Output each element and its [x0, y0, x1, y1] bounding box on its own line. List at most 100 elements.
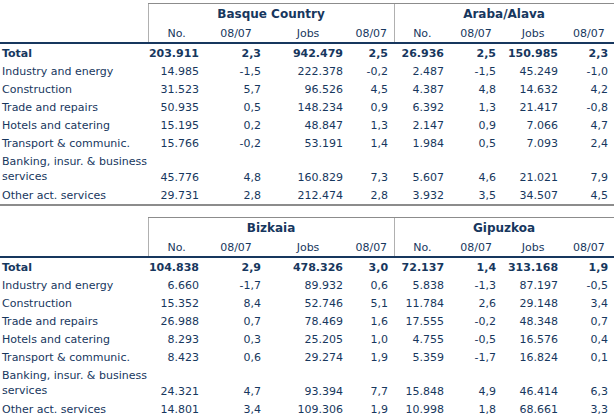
table-row: Total203.9112,3942.4792,526.9362,5150.98…: [0, 43, 614, 62]
value-cell: 3,3: [564, 400, 614, 414]
row-label: Banking, insur. & business services: [0, 152, 148, 186]
table-bizkaia-gipuzkoa: Bizkaia Gipuzkoa No. 08/07 Jobs 08/07 No…: [0, 217, 614, 414]
value-cell: 50.935: [148, 98, 205, 116]
value-cell: -1,5: [205, 62, 267, 80]
value-cell: -1,5: [450, 62, 502, 80]
value-cell: 3,5: [450, 186, 502, 205]
value-cell: 2,5: [349, 43, 394, 62]
value-cell: 4,8: [205, 152, 267, 186]
value-cell: 4,7: [205, 366, 267, 400]
value-cell: 29.148: [502, 294, 564, 312]
value-cell: 4,6: [450, 152, 502, 186]
value-cell: 14.632: [502, 80, 564, 98]
value-cell: 8.423: [148, 348, 205, 366]
value-cell: 0,6: [349, 276, 394, 294]
value-cell: 7.066: [502, 116, 564, 134]
value-cell: 2,6: [450, 294, 502, 312]
table-row: Transport & communic.15.766-0,253.1911,4…: [0, 134, 614, 152]
col-header-no: No.: [148, 238, 205, 257]
col-header-no: No.: [394, 24, 450, 43]
table-row: Hotels and catering8.2930,325.2051,04.75…: [0, 330, 614, 348]
col-header-no-change: 08/07: [450, 238, 502, 257]
col-header-no: No.: [148, 24, 205, 43]
value-cell: 2,3: [564, 43, 614, 62]
group-header-bizkaia: Bizkaia: [148, 218, 394, 239]
value-cell: 1.984: [394, 134, 450, 152]
value-cell: 203.911: [148, 43, 205, 62]
table-row: Hotels and catering15.1950,248.8471,32.1…: [0, 116, 614, 134]
value-cell: 148.234: [267, 98, 349, 116]
value-cell: 2,9: [205, 257, 267, 276]
value-cell: 89.932: [267, 276, 349, 294]
value-cell: 1,6: [349, 312, 394, 330]
value-cell: 15.766: [148, 134, 205, 152]
value-cell: 78.469: [267, 312, 349, 330]
row-label: Industry and energy: [0, 276, 148, 294]
row-label: Trade and repairs: [0, 312, 148, 330]
value-cell: 1,4: [349, 134, 394, 152]
value-cell: 104.838: [148, 257, 205, 276]
table-row: Industry and energy6.660-1,789.9320,65.8…: [0, 276, 614, 294]
col-header-no-change: 08/07: [450, 24, 502, 43]
value-cell: 15.848: [394, 366, 450, 400]
value-cell: 8.293: [148, 330, 205, 348]
value-cell: 3.932: [394, 186, 450, 205]
value-cell: 17.555: [394, 312, 450, 330]
value-cell: -0,2: [205, 134, 267, 152]
value-cell: 109.306: [267, 400, 349, 414]
col-header-jobs-change: 08/07: [564, 238, 614, 257]
group-header-row: Bizkaia Gipuzkoa: [0, 218, 614, 239]
value-cell: 5.607: [394, 152, 450, 186]
value-cell: 53.191: [267, 134, 349, 152]
row-label: Trade and repairs: [0, 98, 148, 116]
value-cell: 2,3: [205, 43, 267, 62]
row-label: Hotels and catering: [0, 116, 148, 134]
row-label: Total: [0, 257, 148, 276]
row-label: Transport & communic.: [0, 348, 148, 366]
table-row: Banking, insur. & business services45.77…: [0, 152, 614, 186]
value-cell: 0,9: [450, 116, 502, 134]
value-cell: -0,5: [564, 276, 614, 294]
row-label: Other act. services: [0, 400, 148, 414]
value-cell: 222.378: [267, 62, 349, 80]
table-basque-country-araba: Basque Country Araba/Alava No. 08/07 Job…: [0, 3, 614, 206]
value-cell: 0,5: [205, 98, 267, 116]
value-cell: 3,4: [564, 294, 614, 312]
value-cell: 3,4: [205, 400, 267, 414]
value-cell: -1,3: [450, 276, 502, 294]
value-cell: 4,2: [564, 80, 614, 98]
value-cell: 14.985: [148, 62, 205, 80]
value-cell: 29.731: [148, 186, 205, 205]
value-cell: 87.197: [502, 276, 564, 294]
value-cell: 93.394: [267, 366, 349, 400]
col-header-no-change: 08/07: [205, 238, 267, 257]
value-cell: 1,9: [564, 257, 614, 276]
row-label: Total: [0, 43, 148, 62]
value-cell: 31.523: [148, 80, 205, 98]
value-cell: 5,1: [349, 294, 394, 312]
value-cell: 5.359: [394, 348, 450, 366]
value-cell: 45.249: [502, 62, 564, 80]
value-cell: 4,9: [450, 366, 502, 400]
table-body: Total203.9112,3942.4792,526.9362,5150.98…: [0, 43, 614, 205]
value-cell: 45.776: [148, 152, 205, 186]
value-cell: 3,0: [349, 257, 394, 276]
value-cell: -0,2: [349, 62, 394, 80]
value-cell: 0,1: [564, 348, 614, 366]
value-cell: 14.801: [148, 400, 205, 414]
row-label: Construction: [0, 80, 148, 98]
col-header-jobs: Jobs: [267, 238, 349, 257]
table-row: Banking, insur. & business services24.32…: [0, 366, 614, 400]
value-cell: 2.147: [394, 116, 450, 134]
value-cell: 212.474: [267, 186, 349, 205]
table-row: Transport & communic.8.4230,629.2741,95.…: [0, 348, 614, 366]
employment-statistics-tables: Basque Country Araba/Alava No. 08/07 Job…: [0, 0, 614, 414]
value-cell: 2,4: [564, 134, 614, 152]
value-cell: 26.988: [148, 312, 205, 330]
value-cell: 8,4: [205, 294, 267, 312]
col-header-no-change: 08/07: [205, 24, 267, 43]
value-cell: 4,7: [564, 116, 614, 134]
value-cell: 478.326: [267, 257, 349, 276]
value-cell: -0,5: [450, 330, 502, 348]
column-header-row: No. 08/07 Jobs 08/07 No. 08/07 Jobs 08/0…: [0, 24, 614, 43]
